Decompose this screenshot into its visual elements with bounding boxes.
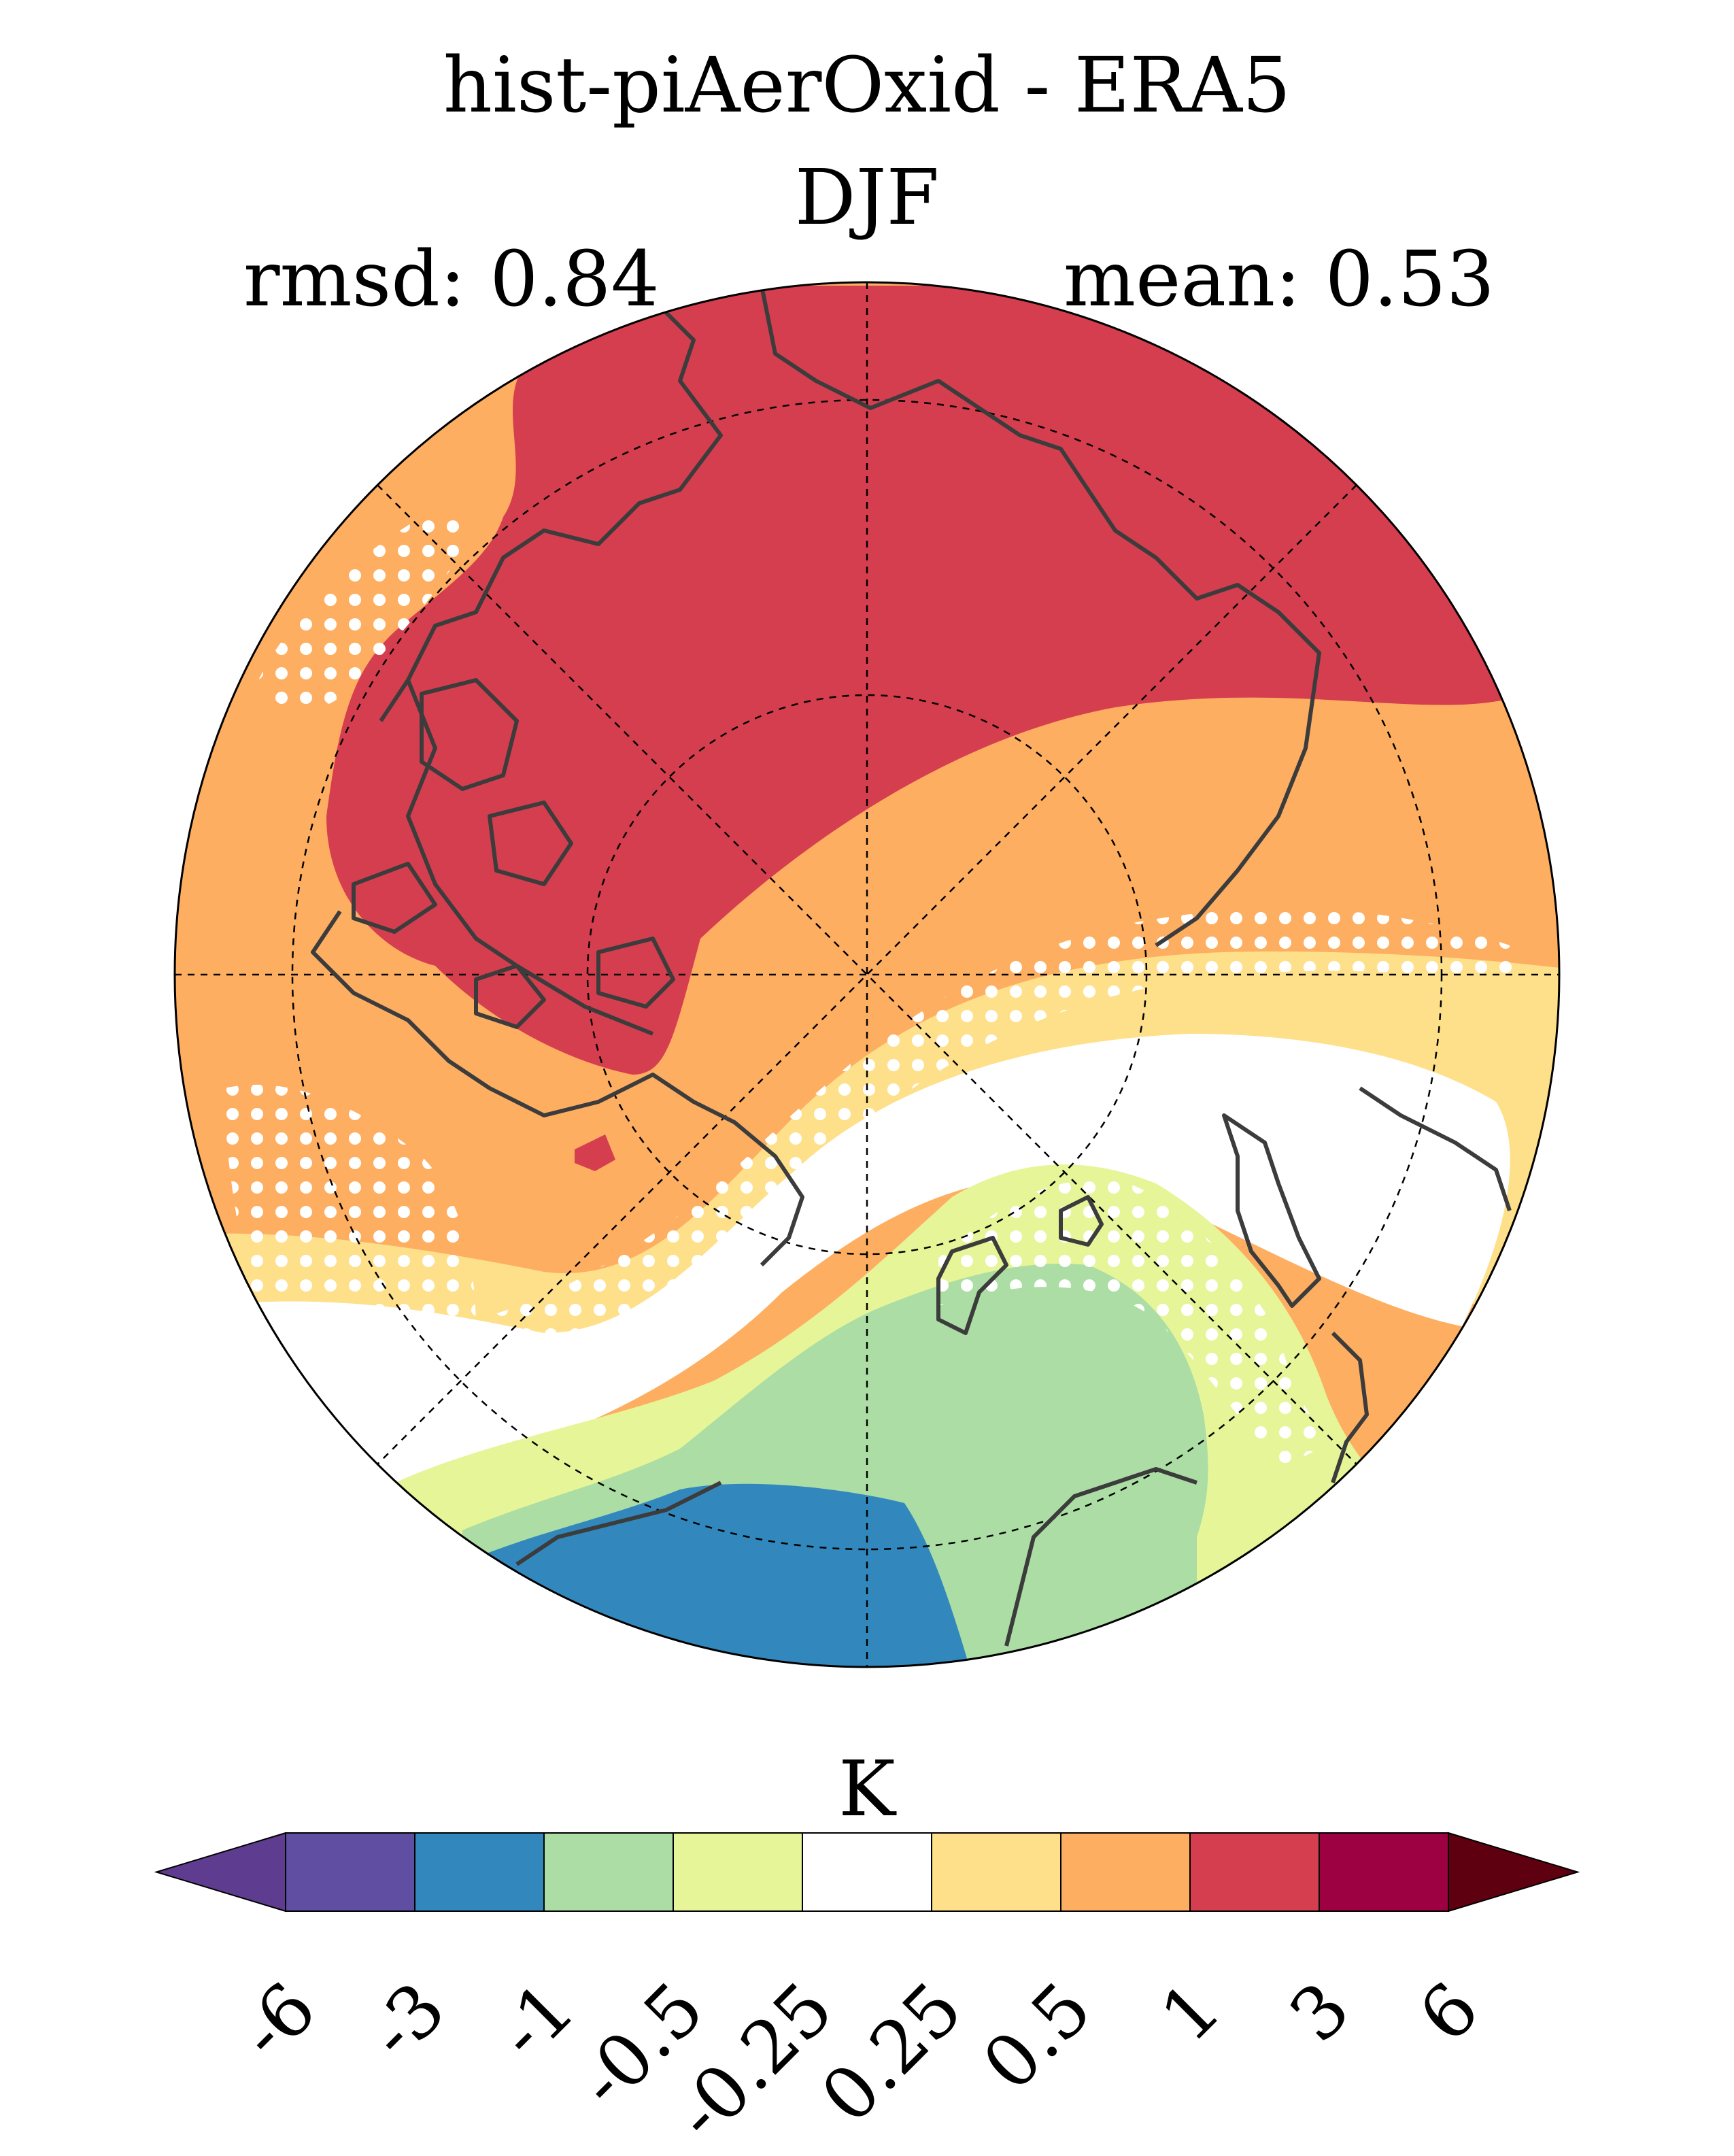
map-border (173, 281, 1561, 1668)
colorbar-segment (1319, 1832, 1449, 1912)
colorbar-segment (802, 1832, 932, 1912)
coastlines (311, 285, 1512, 1647)
mean-label: mean: 0.53 (1063, 235, 1495, 324)
region-neutral (204, 1034, 1510, 1483)
season-subtitle: DJF (794, 154, 940, 242)
unit-label: K (838, 1745, 896, 1834)
colorbar-extend-low (154, 1832, 286, 1913)
stippling-left (224, 1084, 476, 1339)
stippling-right (938, 1179, 1333, 1469)
colorbar-tick-label: 0.5 (966, 1966, 1108, 2107)
colorbar-tick-label: -6 (223, 1966, 333, 2076)
stippling-arc (476, 909, 1516, 1357)
region-strong-warm (326, 286, 1516, 1075)
colorbar-tick-label: 1 (1144, 1966, 1237, 2058)
colorbar-segment (414, 1832, 545, 1912)
rmsd-label: rmsd: 0.84 (243, 235, 660, 324)
colorbar-segment (285, 1832, 415, 1912)
colorbar-segment (1189, 1832, 1320, 1912)
colorbar-tick-label: 6 (1403, 1966, 1495, 2058)
graticule (175, 282, 1559, 1667)
colorbar-segment (543, 1832, 674, 1912)
colorbar-tick-label: -3 (352, 1966, 462, 2076)
colorbar-segment (1060, 1832, 1191, 1912)
colorbar-extend-high (1448, 1832, 1580, 1913)
colorbar (154, 1832, 1580, 1913)
polar-map (173, 281, 1561, 1668)
map-title: hist-piAerOxid - ERA5 (443, 41, 1291, 130)
region-strong-warm-patch (575, 1134, 615, 1171)
colorbar-tick-label: 3 (1274, 1966, 1366, 2058)
colorbar-segment (931, 1832, 1061, 1912)
colorbar-tick-label: 0.25 (805, 1966, 979, 2140)
stippling-left-upper (258, 510, 469, 712)
colorbar-segment (673, 1832, 803, 1912)
